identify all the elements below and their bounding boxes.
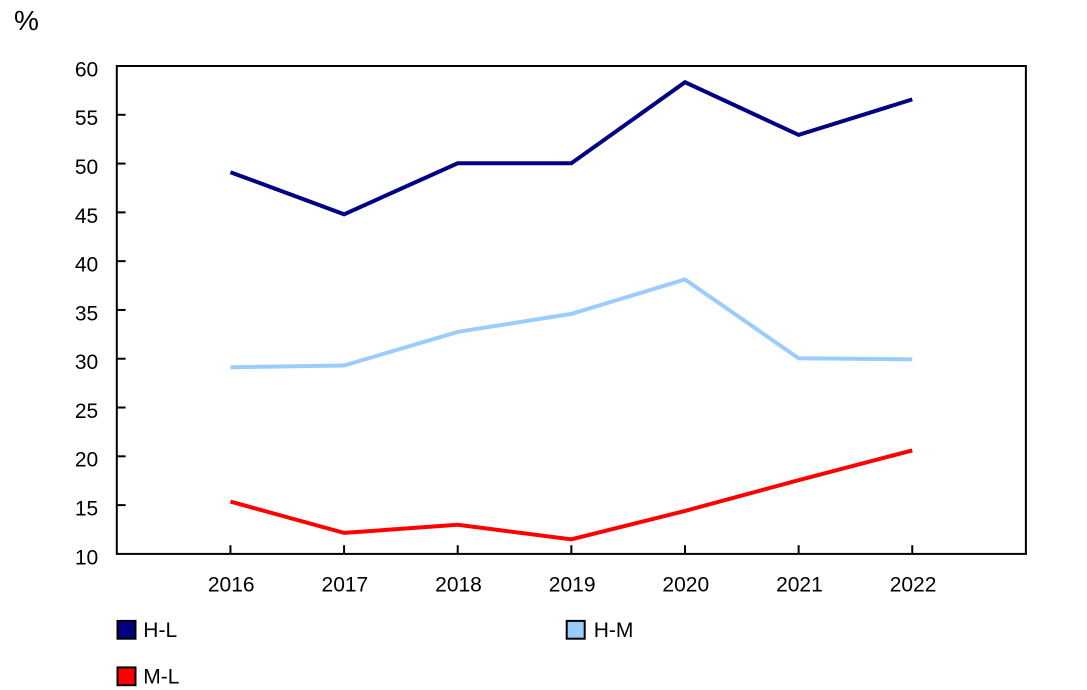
svg-text:30: 30 (75, 351, 98, 374)
svg-text:10: 10 (75, 546, 98, 569)
svg-text:55: 55 (75, 107, 98, 130)
svg-text:H-M: H-M (594, 619, 634, 642)
svg-text:20: 20 (75, 449, 98, 472)
svg-text:2017: 2017 (322, 573, 369, 596)
svg-text:25: 25 (75, 400, 98, 423)
svg-text:2016: 2016 (208, 573, 255, 596)
svg-text:2019: 2019 (549, 573, 596, 596)
svg-text:35: 35 (75, 302, 98, 325)
svg-text:50: 50 (75, 156, 98, 179)
svg-text:M-L: M-L (143, 666, 179, 689)
svg-text:2021: 2021 (776, 573, 823, 596)
svg-text:40: 40 (75, 254, 98, 277)
svg-text:H-L: H-L (143, 619, 177, 642)
svg-text:45: 45 (75, 205, 98, 228)
svg-text:2020: 2020 (662, 573, 709, 596)
svg-text:%: % (14, 5, 39, 36)
svg-text:15: 15 (75, 498, 98, 521)
svg-text:2018: 2018 (435, 573, 482, 596)
svg-text:60: 60 (75, 58, 98, 81)
svg-text:2022: 2022 (890, 573, 937, 596)
